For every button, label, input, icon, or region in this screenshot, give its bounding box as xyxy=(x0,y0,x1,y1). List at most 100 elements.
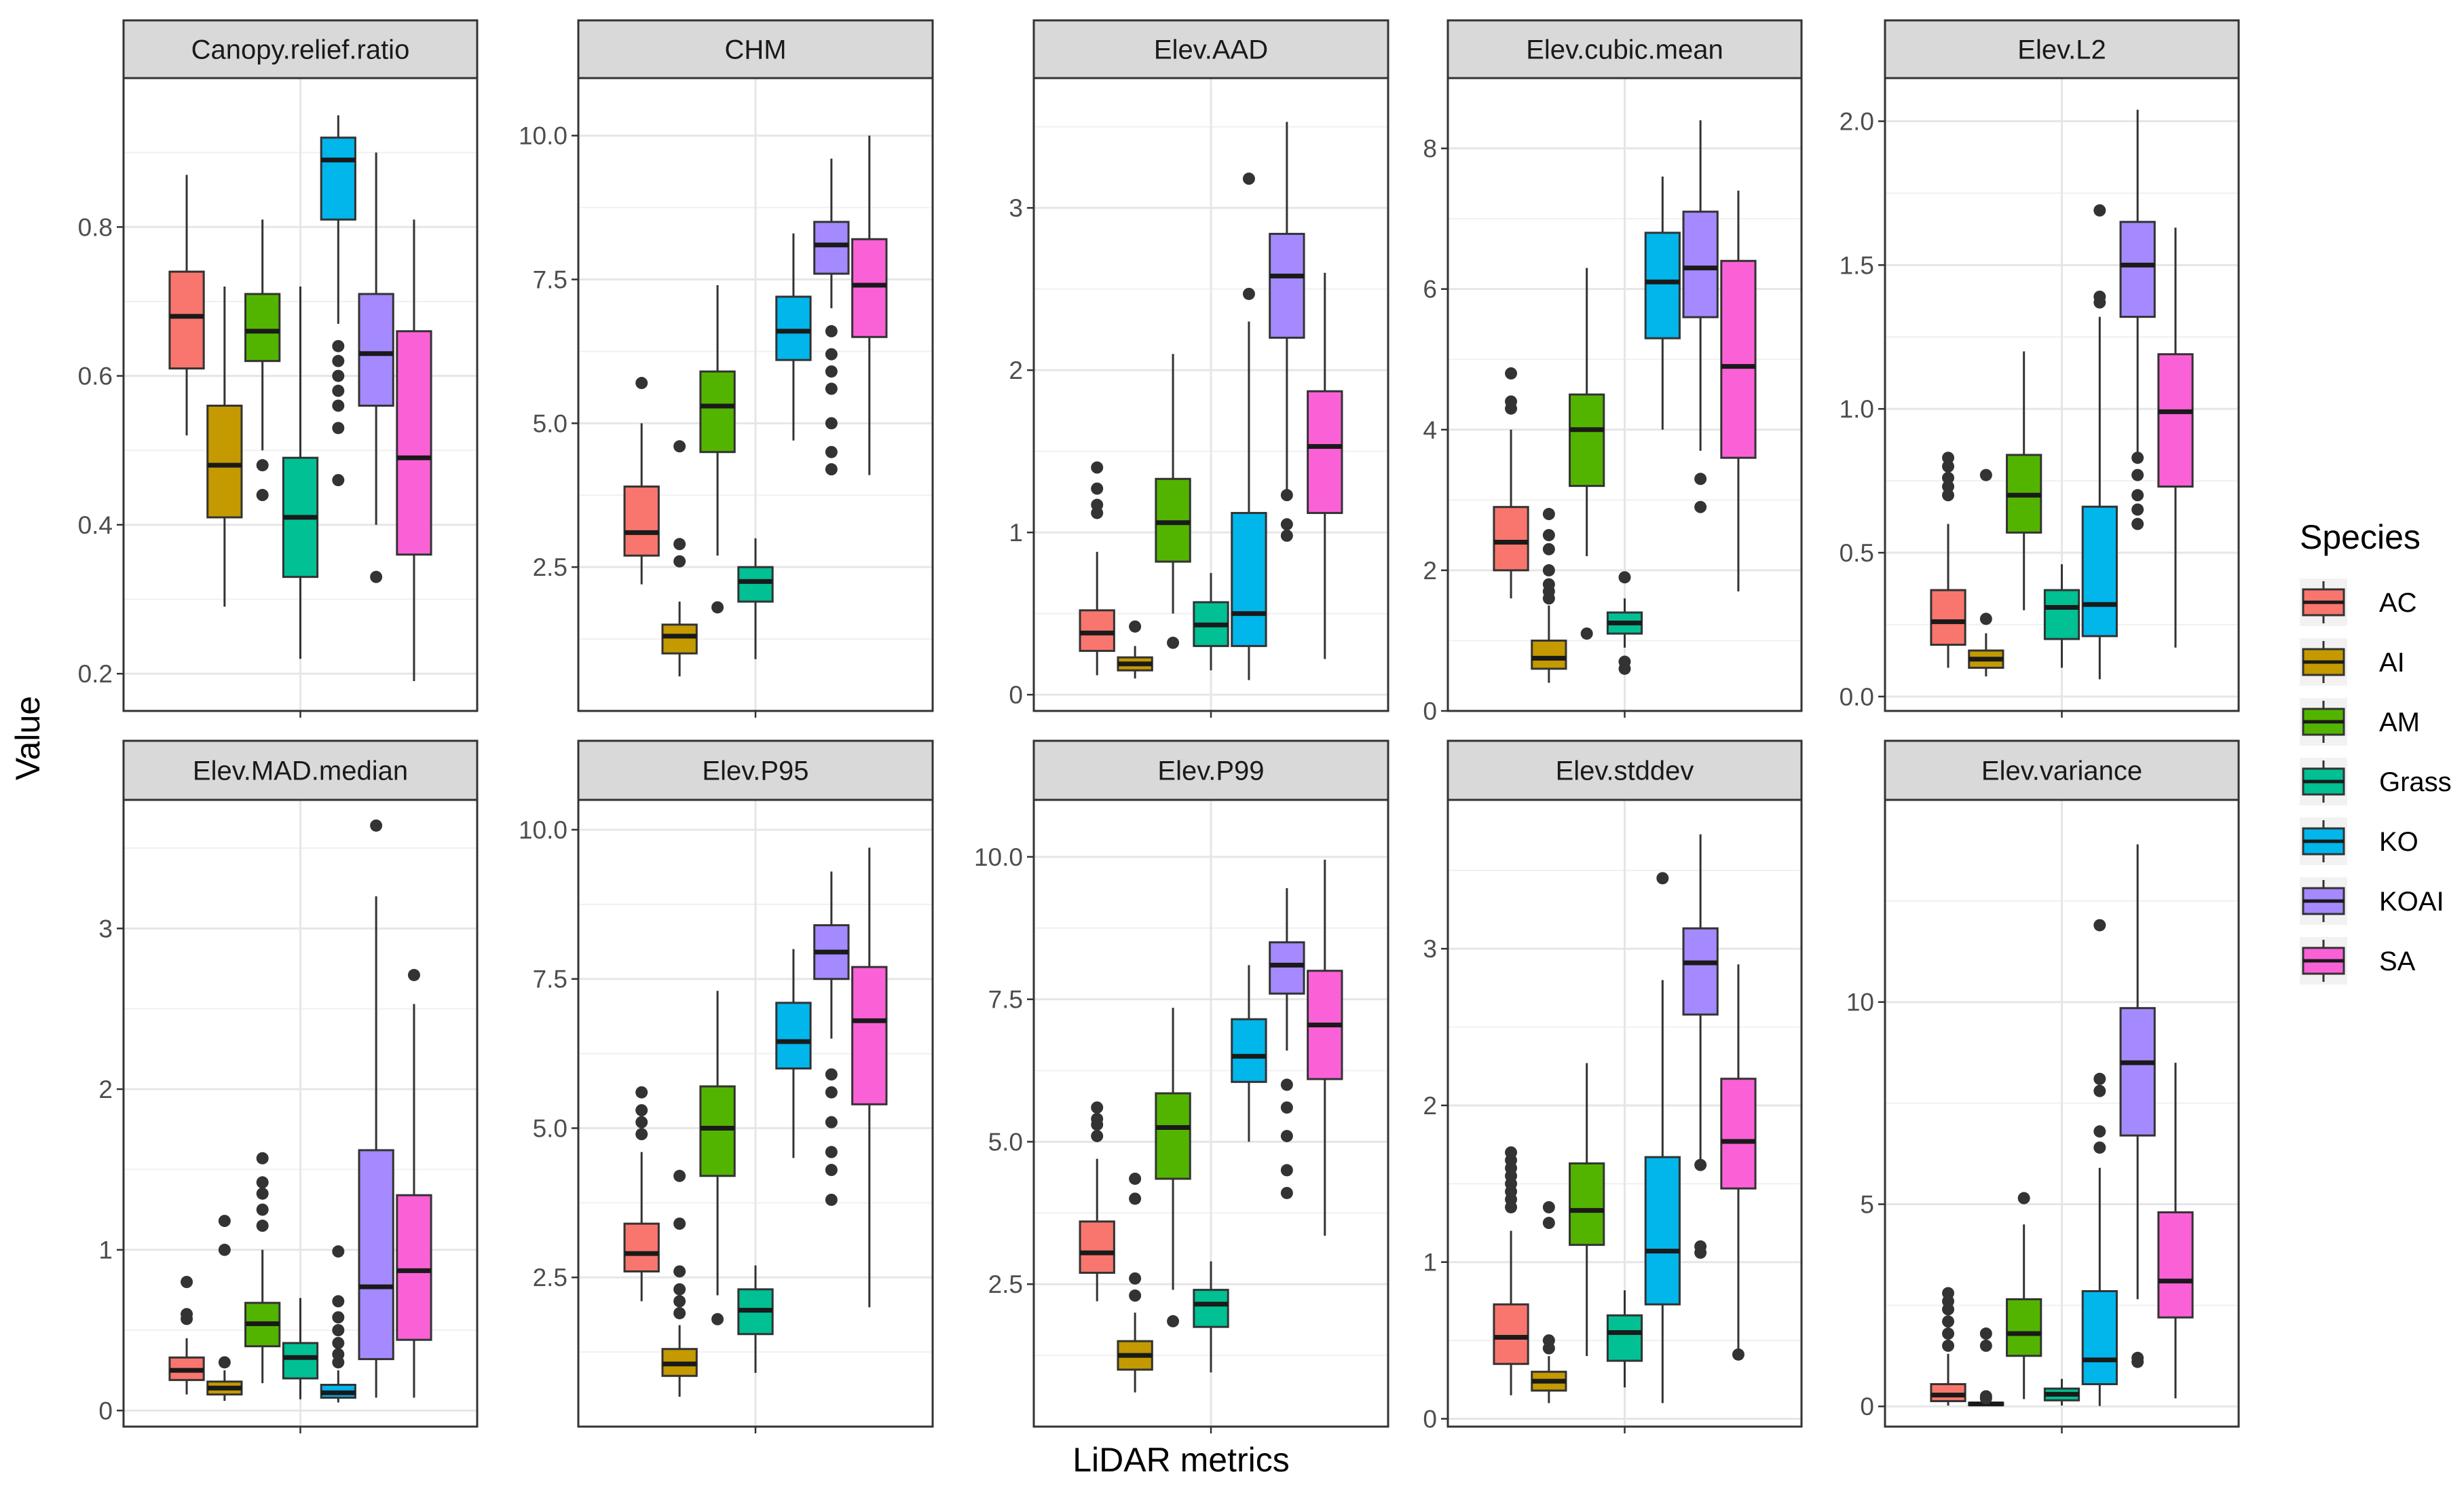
box-iqr xyxy=(2081,505,2118,638)
outlier-point xyxy=(673,538,686,551)
outlier-point xyxy=(1694,1246,1707,1259)
outlier-point xyxy=(1091,1112,1104,1125)
box-iqr xyxy=(396,330,432,556)
y-tick-label: 2.0 xyxy=(1840,108,1874,136)
box-ac xyxy=(1079,461,1115,676)
outlier-point xyxy=(1129,1289,1142,1302)
outlier-point xyxy=(1542,1334,1555,1347)
y-tick-label: 3 xyxy=(1423,935,1437,963)
outlier-point xyxy=(825,1116,838,1129)
outlier-point xyxy=(1942,1339,1955,1352)
strip-background xyxy=(122,19,479,79)
box-iqr xyxy=(1531,639,1567,670)
y-tick-label: 10.0 xyxy=(974,843,1023,871)
box-iqr xyxy=(2081,1290,2118,1385)
outlier-point xyxy=(825,1145,838,1158)
box-ko xyxy=(1644,872,1681,1404)
outlier-point xyxy=(218,1356,231,1369)
box-am xyxy=(2006,1192,2042,1399)
outlier-point xyxy=(673,1295,686,1308)
box-ac xyxy=(623,1086,660,1302)
box-iqr xyxy=(2157,353,2194,488)
panel-5: 0.0 0.5 1.0 1.5 2.0 Elev.L2 xyxy=(1840,19,2240,718)
box-ko xyxy=(775,233,812,441)
outlier-point xyxy=(1542,543,1555,555)
box-iqr xyxy=(2006,1298,2042,1357)
outlier-point xyxy=(1505,1146,1518,1159)
box-ai xyxy=(206,1215,243,1401)
panel-title: Elev.AAD xyxy=(1154,35,1268,65)
outlier-point xyxy=(1694,1158,1707,1171)
strip-background xyxy=(1446,19,1803,79)
panel-title: CHM xyxy=(724,35,786,65)
box-iqr xyxy=(737,566,774,603)
box-iqr xyxy=(1269,941,1305,995)
box-iqr xyxy=(1079,1220,1115,1274)
outlier-point xyxy=(1979,1339,1992,1352)
y-tick-label: 0 xyxy=(1860,1393,1874,1420)
box-iqr xyxy=(1155,1092,1191,1180)
box-ko xyxy=(1231,172,1267,680)
outlier-point xyxy=(2017,1192,2030,1205)
outlier-point xyxy=(825,1086,838,1099)
box-iqr xyxy=(1493,506,1529,572)
outlier-point xyxy=(218,1243,231,1256)
box-koai xyxy=(358,152,394,583)
y-tick-label: 2 xyxy=(1423,557,1437,585)
legend-item-am: AM xyxy=(2300,698,2420,746)
y-tick-label: 1 xyxy=(1009,519,1023,547)
box-ai xyxy=(1531,1200,1567,1404)
outlier-point xyxy=(1942,471,1955,484)
outlier-point xyxy=(825,1193,838,1206)
box-am xyxy=(1155,354,1191,649)
outlier-point xyxy=(1580,627,1593,640)
box-ac xyxy=(168,175,205,436)
outlier-point xyxy=(1129,1192,1142,1205)
y-tick-label: 7.5 xyxy=(533,266,567,294)
outlier-point xyxy=(1942,1315,1955,1328)
legend-item-grass: Grass xyxy=(2300,758,2452,805)
panel-title: Elev.P99 xyxy=(1157,756,1264,786)
outlier-point xyxy=(407,968,420,981)
box-am xyxy=(244,219,281,502)
box-iqr xyxy=(699,1085,736,1177)
outlier-point xyxy=(1942,1287,1955,1300)
panel-6: 0 1 2 3 Elev.MAD.median xyxy=(98,739,479,1433)
box-iqr xyxy=(168,270,205,370)
y-tick-label: 2 xyxy=(98,1076,113,1103)
box-iqr xyxy=(358,293,394,407)
outlier-point xyxy=(1979,612,1992,625)
y-tick-label: 2.5 xyxy=(533,553,567,581)
box-ai xyxy=(206,287,243,607)
outlier-point xyxy=(1542,578,1555,591)
box-koai xyxy=(813,871,850,1206)
y-tick-label: 0.2 xyxy=(78,660,113,688)
outlier-point xyxy=(711,1313,724,1325)
box-iqr xyxy=(851,966,888,1105)
box-ac xyxy=(1930,452,1966,668)
box-sa xyxy=(1307,860,1343,1236)
panel-1: 0.2 0.4 0.6 0.8 Canopy.relief.ratio xyxy=(78,19,479,718)
y-tick-label: 5.0 xyxy=(988,1128,1023,1156)
y-tick-label: 2 xyxy=(1009,356,1023,384)
outlier-point xyxy=(332,1348,345,1361)
legend-label: KO xyxy=(2379,827,2419,857)
x-axis-title: LiDAR metrics xyxy=(1072,1441,1289,1479)
box-grass xyxy=(1193,1261,1229,1373)
box-koai xyxy=(1269,888,1305,1199)
panel-title: Elev.variance xyxy=(1981,756,2142,786)
panel-2: 2.5 5.0 7.5 10.0 CHM xyxy=(519,19,934,718)
box-ai xyxy=(1117,1172,1153,1393)
y-tick-label: 3 xyxy=(98,915,113,942)
outlier-point xyxy=(256,1220,269,1232)
outlier-point xyxy=(2093,1141,2106,1154)
box-iqr xyxy=(623,485,660,557)
panel-10: 0 5 10 Elev.variance xyxy=(1846,739,2240,1433)
box-am xyxy=(699,991,736,1325)
outlier-point xyxy=(825,1068,838,1081)
box-iqr xyxy=(1569,1162,1605,1246)
y-tick-label: 0.6 xyxy=(78,363,113,390)
outlier-point xyxy=(1542,564,1555,576)
box-ac xyxy=(1493,367,1529,599)
y-tick-label: 0.4 xyxy=(78,511,113,539)
